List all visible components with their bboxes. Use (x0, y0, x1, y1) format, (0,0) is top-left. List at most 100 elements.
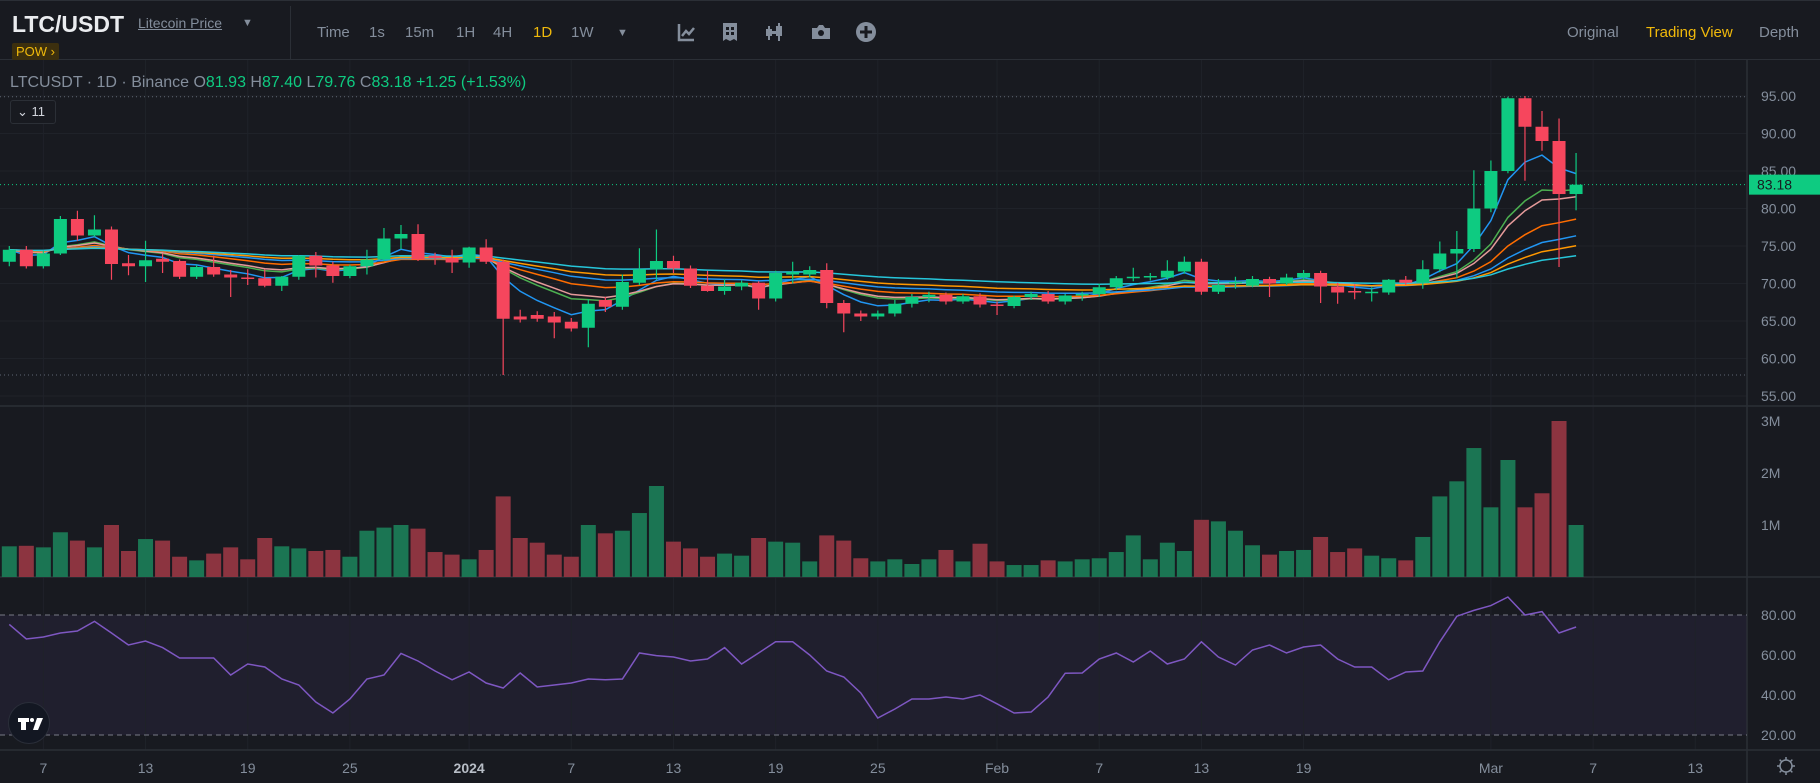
candle-up[interactable] (1484, 171, 1498, 209)
candle-down[interactable] (122, 263, 136, 267)
candle-up[interactable] (1109, 278, 1123, 288)
candle-down[interactable] (1552, 141, 1566, 195)
candle-up[interactable] (1280, 277, 1294, 284)
candle-down[interactable] (428, 255, 442, 258)
view-trading-view[interactable]: Trading View (1646, 24, 1733, 41)
candle-up[interactable] (1433, 253, 1447, 270)
candle-up[interactable] (1382, 279, 1396, 293)
indicators-icon[interactable] (675, 21, 697, 43)
add-icon[interactable] (855, 21, 877, 43)
candle-up[interactable] (1177, 261, 1191, 272)
tradingview-logo[interactable] (8, 702, 50, 744)
candle-down[interactable] (156, 258, 170, 262)
candle-style-icon[interactable] (764, 21, 786, 43)
candle-up[interactable] (615, 282, 629, 307)
candle-down[interactable] (530, 315, 544, 319)
candle-down[interactable] (820, 270, 834, 303)
candle-up[interactable] (1007, 297, 1021, 306)
candle-down[interactable] (564, 321, 578, 329)
indicators-toggle-button[interactable]: ⌄ 11 (10, 100, 56, 124)
candle-down[interactable] (173, 261, 187, 277)
candle-up[interactable] (1450, 249, 1464, 254)
candle-up[interactable] (377, 238, 391, 260)
view-original[interactable]: Original (1567, 24, 1619, 41)
candle-up[interactable] (190, 267, 204, 277)
candle-up[interactable] (922, 294, 936, 297)
candle-up[interactable] (1228, 282, 1242, 284)
interval-4h[interactable]: 4H (493, 24, 513, 41)
candle-down[interactable] (309, 255, 323, 266)
candle-down[interactable] (752, 282, 766, 299)
candle-down[interactable] (104, 229, 118, 265)
interval-1h[interactable]: 1H (456, 24, 476, 41)
more-intervals-caret[interactable]: ▼ (617, 27, 628, 39)
candle-up[interactable] (956, 296, 970, 302)
candle-up[interactable] (1467, 208, 1481, 250)
candle-down[interactable] (224, 274, 238, 278)
pow-tag[interactable]: POW › (12, 43, 59, 60)
candle-up[interactable] (581, 303, 595, 328)
interval-time[interactable]: Time (317, 24, 350, 41)
candle-up[interactable] (36, 253, 50, 267)
pair-dropdown-caret-icon[interactable]: ▼ (242, 17, 253, 29)
candle-up[interactable] (1416, 269, 1430, 283)
candle-down[interactable] (513, 316, 527, 320)
candle-down[interactable] (701, 285, 715, 291)
candle-up[interactable] (2, 249, 16, 262)
interval-15m[interactable]: 15m (405, 24, 435, 41)
candle-down[interactable] (1194, 261, 1208, 292)
candle-up[interactable] (1297, 273, 1311, 278)
candle-down[interactable] (1041, 294, 1055, 302)
candle-up[interactable] (343, 266, 357, 276)
candle-up[interactable] (1365, 291, 1379, 294)
camera-icon[interactable] (810, 21, 832, 43)
candle-down[interactable] (326, 265, 340, 277)
candle-up[interactable] (394, 234, 408, 239)
price-chart[interactable]: 95.0090.0085.0080.0075.0070.0065.0060.00… (0, 60, 1820, 783)
candle-down[interactable] (837, 303, 851, 314)
candle-down[interactable] (445, 258, 459, 263)
interval-1w[interactable]: 1W (571, 24, 594, 41)
candle-down[interactable] (547, 316, 561, 323)
candle-up[interactable] (735, 282, 749, 287)
candle-up[interactable] (87, 229, 101, 236)
candle-down[interactable] (1399, 279, 1413, 283)
candle-up[interactable] (1569, 184, 1583, 195)
candle-down[interactable] (70, 219, 84, 236)
candle-up[interactable] (462, 247, 476, 263)
candle-up[interactable] (1126, 276, 1140, 279)
candle-up[interactable] (53, 219, 67, 254)
candle-up[interactable] (905, 297, 919, 304)
candle-down[interactable] (207, 267, 221, 275)
candle-down[interactable] (258, 278, 272, 286)
candle-down[interactable] (990, 304, 1004, 307)
candle-down[interactable] (1263, 279, 1277, 284)
candle-down[interactable] (973, 296, 987, 305)
chart-layout-icon[interactable] (719, 21, 741, 43)
candle-up[interactable] (1143, 276, 1157, 278)
candle-up[interactable] (632, 269, 646, 283)
candle-up[interactable] (888, 303, 902, 314)
candle-down[interactable] (598, 300, 612, 307)
candle-up[interactable] (360, 259, 374, 267)
candle-up[interactable] (275, 276, 289, 286)
candle-down[interactable] (684, 268, 697, 286)
candle-up[interactable] (1075, 294, 1089, 296)
candle-down[interactable] (496, 261, 510, 319)
candle-up[interactable] (769, 273, 783, 299)
candle-down[interactable] (1331, 286, 1345, 293)
candle-up[interactable] (649, 261, 663, 270)
candle-up[interactable] (1501, 98, 1515, 171)
interval-1s[interactable]: 1s (369, 24, 385, 41)
view-depth[interactable]: Depth (1759, 24, 1800, 41)
candle-up[interactable] (1245, 279, 1259, 286)
candle-down[interactable] (479, 247, 493, 262)
candle-down[interactable] (1314, 273, 1328, 287)
coin-price-link[interactable]: Litecoin Price (138, 15, 223, 31)
candle-down[interactable] (1348, 291, 1362, 293)
candle-down[interactable] (1535, 126, 1549, 141)
candle-up[interactable] (1160, 270, 1174, 278)
candle-down[interactable] (19, 249, 33, 267)
candle-down[interactable] (411, 234, 425, 260)
candle-up[interactable] (718, 286, 732, 292)
